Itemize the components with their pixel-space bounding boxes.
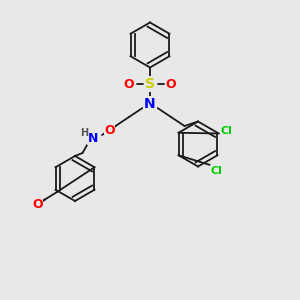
Text: N: N bbox=[144, 97, 156, 110]
Text: N: N bbox=[88, 131, 98, 145]
Text: Cl: Cl bbox=[220, 125, 232, 136]
Text: Cl: Cl bbox=[210, 166, 222, 176]
Text: O: O bbox=[124, 77, 134, 91]
Text: O: O bbox=[32, 197, 43, 211]
Text: H: H bbox=[80, 128, 89, 139]
Text: O: O bbox=[104, 124, 115, 137]
Text: O: O bbox=[166, 77, 176, 91]
Text: S: S bbox=[145, 77, 155, 91]
